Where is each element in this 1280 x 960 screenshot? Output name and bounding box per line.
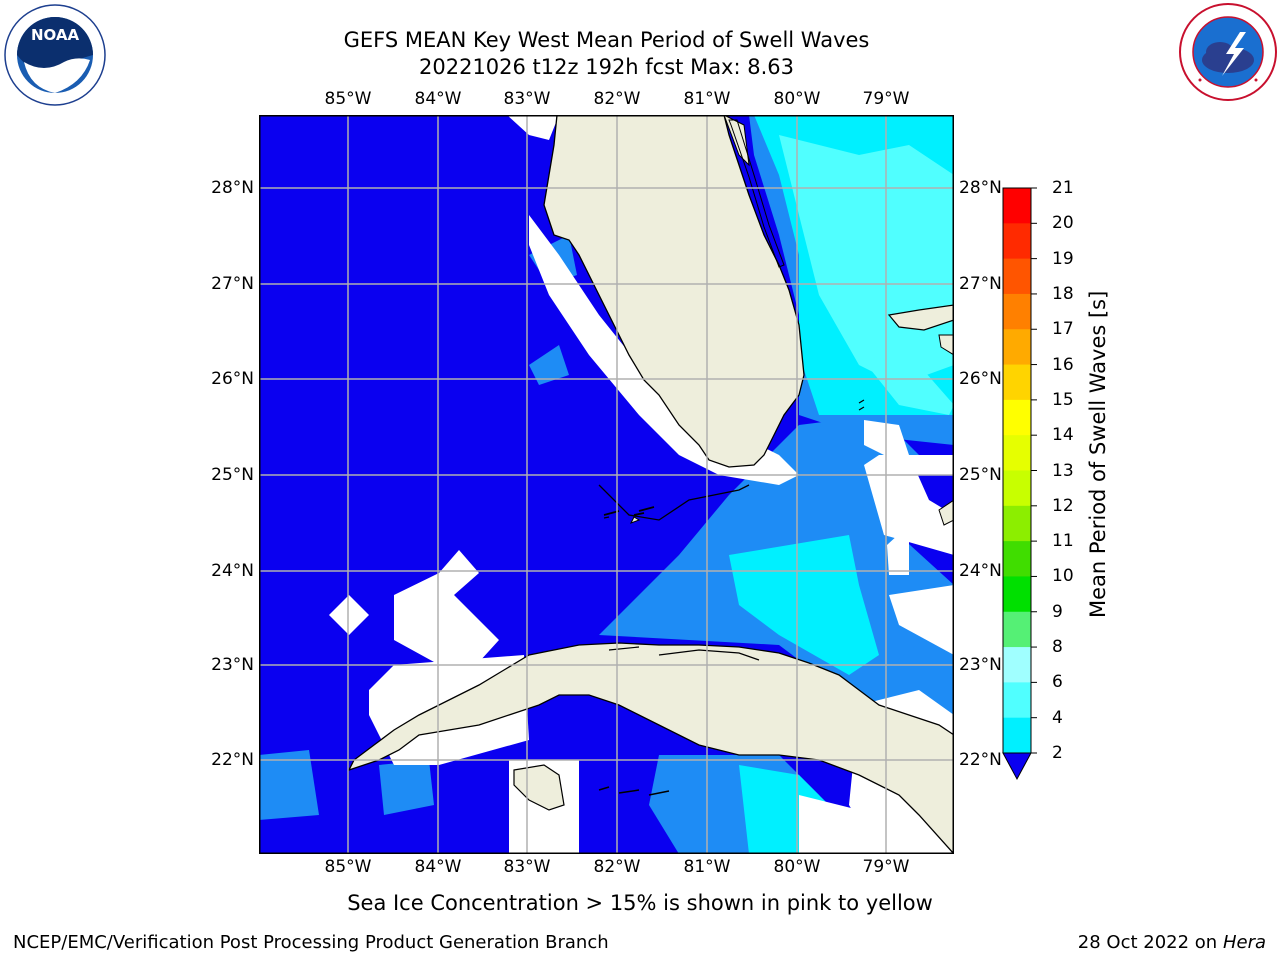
lon-tick-top: 79°W [862, 89, 910, 109]
lon-tick-bottom: 83°W [503, 857, 551, 877]
lat-tick-right: 22°N [959, 750, 1002, 770]
lat-tick-right: 24°N [959, 561, 1002, 581]
no-data-area [394, 550, 499, 662]
colorbar-tick-label: 9 [1052, 601, 1063, 622]
nws-logo-icon [1178, 2, 1278, 102]
colorbar-tick-label: 4 [1052, 707, 1063, 728]
svg-text:NOAA: NOAA [31, 26, 80, 44]
lon-tick-top: 83°W [503, 89, 551, 109]
colorbar-segment [1003, 541, 1031, 577]
key-west-island [629, 516, 641, 524]
no-data-area [507, 115, 559, 140]
colorbar-extend-arrow [1002, 752, 1032, 781]
colorbar [1000, 186, 1050, 786]
lon-tick-bottom: 79°W [862, 857, 910, 877]
lon-tick-top: 80°W [773, 89, 821, 109]
colorbar-segment [1003, 364, 1031, 401]
colorbar-segment [1003, 505, 1031, 542]
map-gridlines [259, 115, 954, 854]
lon-tick-top: 84°W [414, 89, 462, 109]
swell-band-4-6 [259, 750, 319, 820]
map-svg [259, 115, 954, 854]
lon-tick-bottom: 82°W [593, 857, 641, 877]
no-data-area [799, 795, 889, 854]
lat-tick-left: 26°N [211, 369, 254, 389]
lat-tick-left: 23°N [211, 655, 254, 675]
footer-host: Hera [1222, 932, 1266, 953]
bahamas-island [938, 499, 954, 526]
colorbar-tick-label: 8 [1052, 637, 1063, 658]
no-data-area [329, 595, 369, 635]
lat-tick-right: 23°N [959, 655, 1002, 675]
sea-ice-note: Sea Ice Concentration > 15% is shown in … [347, 891, 933, 915]
lat-tick-right: 27°N [959, 274, 1002, 294]
colorbar-segment [1003, 293, 1031, 330]
swell-band-6-8 [729, 535, 879, 675]
footer-credit: NCEP/EMC/Verification Post Processing Pr… [13, 932, 609, 953]
footer-date: 28 Oct 2022 on Hera [1078, 932, 1266, 954]
bahamas-island [887, 304, 954, 331]
lon-tick-bottom: 85°W [324, 857, 372, 877]
swell-band-4-6 [529, 345, 569, 385]
colorbar-segment [1003, 470, 1031, 507]
lat-tick-left: 25°N [211, 465, 254, 485]
colorbar-tick-label: 17 [1052, 319, 1074, 340]
map-panel [259, 115, 954, 854]
lon-tick-bottom: 81°W [683, 857, 731, 877]
footer-date-text: 28 Oct 2022 on [1077, 932, 1223, 953]
colorbar-tick-label: 15 [1052, 389, 1074, 410]
colorbar-tick-label: 10 [1052, 566, 1074, 587]
colorbar-segment [1003, 682, 1031, 719]
colorbar-tick-label: 11 [1052, 531, 1074, 552]
colorbar-tick-label: 6 [1052, 672, 1063, 693]
bahamas-island [938, 334, 954, 356]
lon-tick-bottom: 80°W [773, 857, 821, 877]
colorbar-segment [1003, 223, 1031, 260]
lon-tick-top: 82°W [593, 89, 641, 109]
lat-tick-right: 28°N [959, 178, 1002, 198]
florida-coast-lagoon [728, 119, 785, 268]
colorbar-tick-label: 14 [1052, 425, 1074, 446]
chart-title: GEFS MEAN Key West Mean Period of Swell … [343, 28, 870, 52]
noaa-logo-icon: NOAA [4, 4, 106, 106]
lat-tick-left: 28°N [211, 178, 254, 198]
colorbar-tick-label: 21 [1052, 178, 1074, 198]
no-data-area [889, 585, 954, 655]
colorbar-tick-label: 12 [1052, 495, 1074, 516]
colorbar-segment [1003, 399, 1031, 436]
lon-tick-bottom: 84°W [414, 857, 462, 877]
lat-tick-left: 27°N [211, 274, 254, 294]
lat-tick-left: 22°N [211, 750, 254, 770]
colorbar-segment [1003, 611, 1031, 648]
colorbar-label: Mean Period of Swell Waves [s] [1086, 290, 1110, 618]
colorbar-segment [1003, 576, 1031, 613]
swell-band-4-6 [379, 760, 434, 815]
swell-band-8-9 [859, 355, 954, 415]
colorbar-segment [1003, 329, 1031, 366]
lat-tick-left: 24°N [211, 561, 254, 581]
colorbar-segment [1003, 647, 1031, 683]
map-frame [259, 115, 954, 854]
colorbar-tick-label: 2 [1052, 743, 1063, 763]
colorbar-segment [1003, 258, 1031, 295]
colorbar-tick-label: 16 [1052, 354, 1074, 375]
no-data-area [529, 215, 799, 485]
colorbar-svg [1002, 187, 1037, 781]
colorbar-ticks: 21 20 19 18 17 16 15 14 13 12 11 10 9 8 6 4 2 [1052, 178, 1092, 780]
florida-keys [598, 484, 750, 521]
lon-tick-top: 85°W [324, 89, 372, 109]
colorbar-tick-label: 19 [1052, 248, 1074, 269]
colorbar-segment [1003, 435, 1031, 471]
colorbar-tick-label: 20 [1052, 213, 1074, 234]
lat-tick-right: 26°N [959, 369, 1002, 389]
chart-subtitle: 20221026 t12z 192h fcst Max: 8.63 [419, 55, 794, 79]
colorbar-segment [1003, 188, 1031, 224]
no-data-area [887, 525, 909, 575]
colorbar-tick-label: 13 [1052, 460, 1074, 481]
lat-tick-right: 25°N [959, 465, 1002, 485]
lon-tick-top: 81°W [683, 89, 731, 109]
colorbar-segment [1003, 717, 1031, 754]
colorbar-tick-label: 18 [1052, 283, 1074, 304]
